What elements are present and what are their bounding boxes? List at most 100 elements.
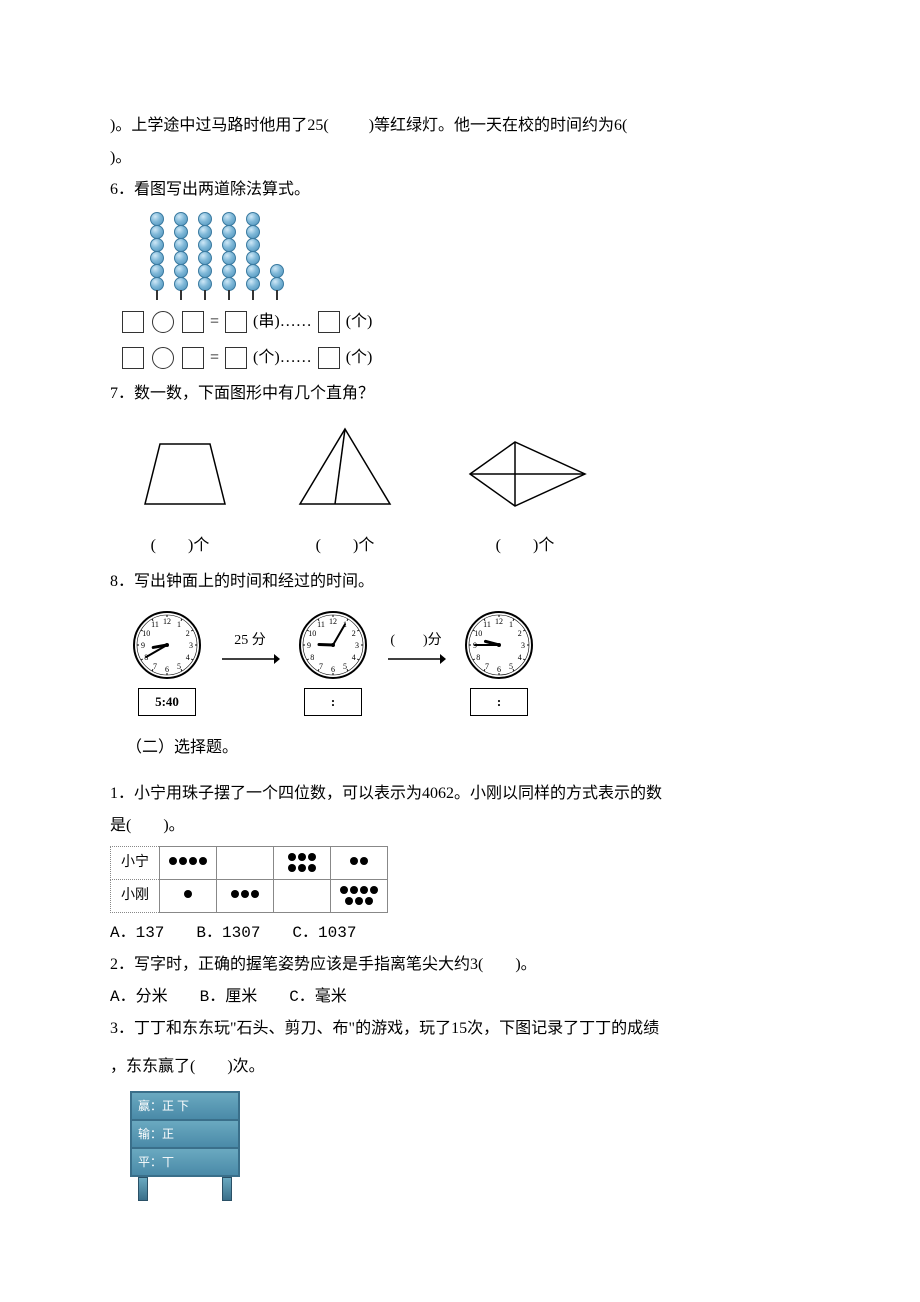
bead-icon [174, 238, 188, 252]
bead-column [246, 212, 260, 300]
svg-text:9: 9 [141, 641, 145, 650]
arrow-2: ( )分 [386, 627, 446, 667]
bead-cell [160, 847, 217, 880]
mc1-options[interactable]: A．137 B．1307 C．1037 [110, 917, 810, 949]
bead-cell [331, 880, 388, 913]
svg-text:7: 7 [319, 662, 323, 671]
q5-line1: )。上学途中过马路时他用了25( )等红绿灯。他一天在校的时间约为6( [110, 110, 810, 142]
q7-shape-2: ( )个 [290, 424, 400, 562]
q7-title: 7．数一数，下面图形中有几个直角？ [110, 378, 810, 410]
svg-text:9: 9 [307, 641, 311, 650]
q6-eq2-unit-a: (个)…… [253, 349, 312, 366]
q8-title: 8．写出钟面上的时间和经过的时间。 [110, 566, 810, 598]
bead-icon [198, 225, 212, 239]
bead-icon [174, 251, 188, 265]
clock-face-icon: 123456789101112 [130, 608, 204, 682]
blank-box[interactable] [318, 311, 340, 333]
bead-icon [222, 264, 236, 278]
q7-shape-3: ( )个 [460, 434, 590, 562]
blank-box[interactable] [182, 311, 204, 333]
blank-box[interactable] [318, 347, 340, 369]
blank-box[interactable] [122, 347, 144, 369]
blank-box[interactable] [122, 311, 144, 333]
svg-text:3: 3 [521, 641, 525, 650]
q5-blank-1[interactable] [333, 117, 365, 134]
svg-text:10: 10 [142, 629, 150, 638]
blank-box[interactable] [225, 347, 247, 369]
section-2-heading: （二）选择题。 [110, 732, 810, 764]
q6-title: 6．看图写出两道除法算式。 [110, 174, 810, 206]
bead-icon [222, 238, 236, 252]
bead-cell [217, 880, 274, 913]
svg-text:1: 1 [177, 620, 181, 629]
svg-text:4: 4 [518, 653, 522, 662]
blank-box[interactable] [225, 311, 247, 333]
q6-equation-1: = (串)…… (个) [110, 306, 810, 338]
row-name: 小刚 [111, 880, 160, 913]
q5-text-a: )。上学途中过马路时他用了25( [110, 117, 329, 134]
bead-cell [274, 847, 331, 880]
svg-text:2: 2 [352, 629, 356, 638]
mc1-stem-a: 1．小宁用珠子摆了一个四位数，可以表示为4062。小刚以同样的方式表示的数 [110, 778, 810, 810]
mc2-options[interactable]: A．分米 B．厘米 C．毫米 [110, 981, 810, 1013]
q7-blank-2[interactable]: ( )个 [290, 530, 400, 562]
bead-icon [174, 225, 188, 239]
q6-equation-2: = (个)…… (个) [110, 342, 810, 374]
tally-row-tie: 平：丅 [130, 1149, 240, 1177]
arrow-1: 25 分 [220, 627, 280, 667]
svg-text:4: 4 [186, 653, 190, 662]
q7-blank-3[interactable]: ( )个 [460, 530, 590, 562]
operator-circle[interactable] [152, 311, 174, 333]
tally-row-lose: 输：正 [130, 1121, 240, 1149]
bead-cell [217, 847, 274, 880]
tally-row-win: 赢：正 下 [130, 1091, 240, 1121]
clock-face-icon: 123456789101112 [462, 608, 536, 682]
mc3-stem-a: 3．丁丁和东东玩"石头、剪刀、布"的游戏，玩了15次，下图记录了丁丁的成绩 [110, 1013, 810, 1045]
q7-blank-1[interactable]: ( )个 [130, 530, 230, 562]
clock-3: 123456789101112 : [462, 608, 536, 716]
bead-stem [252, 290, 254, 300]
bead-icon [222, 212, 236, 226]
operator-circle[interactable] [152, 347, 174, 369]
bead-icon [270, 264, 284, 278]
bead-icon [246, 277, 260, 291]
svg-text:3: 3 [355, 641, 359, 650]
q7-shapes-row: ( )个 ( )个 ( )个 [110, 424, 810, 562]
bead-icon [150, 251, 164, 265]
table-row: 小宁 [111, 847, 388, 880]
q5-blank-2[interactable] [631, 117, 663, 134]
svg-text:12: 12 [163, 617, 171, 626]
bead-icon [246, 251, 260, 265]
bead-icon [246, 264, 260, 278]
svg-text:3: 3 [189, 641, 193, 650]
mc3-tally-figure: 赢：正 下 输：正 平：丅 [130, 1091, 240, 1199]
bead-icon [174, 277, 188, 291]
bead-stem [180, 290, 182, 300]
mc1-bead-table: 小宁小刚 [110, 846, 388, 913]
clock-1: 123456789101112 5:40 [130, 608, 204, 716]
bead-icon [198, 264, 212, 278]
svg-text:7: 7 [153, 662, 157, 671]
clock-3-time[interactable]: : [470, 688, 528, 716]
clock-face-icon: 123456789101112 [296, 608, 370, 682]
clock-2-time[interactable]: : [304, 688, 362, 716]
svg-text:2: 2 [186, 629, 190, 638]
svg-text:10: 10 [308, 629, 316, 638]
svg-text:5: 5 [177, 662, 181, 671]
clock-1-time: 5:40 [138, 688, 196, 716]
stand-leg [138, 1177, 148, 1201]
q6-eq1-unit-b: (个) [346, 313, 373, 330]
row-name: 小宁 [111, 847, 160, 880]
bead-icon [150, 212, 164, 226]
bead-cell [160, 880, 217, 913]
svg-text:6: 6 [165, 665, 169, 674]
svg-text:12: 12 [329, 617, 337, 626]
table-row: 小刚 [111, 880, 388, 913]
bead-column [198, 212, 212, 300]
svg-text:10: 10 [474, 629, 482, 638]
bead-icon [222, 225, 236, 239]
bead-icon [174, 212, 188, 226]
bead-icon [150, 277, 164, 291]
blank-box[interactable] [182, 347, 204, 369]
bead-icon [222, 277, 236, 291]
